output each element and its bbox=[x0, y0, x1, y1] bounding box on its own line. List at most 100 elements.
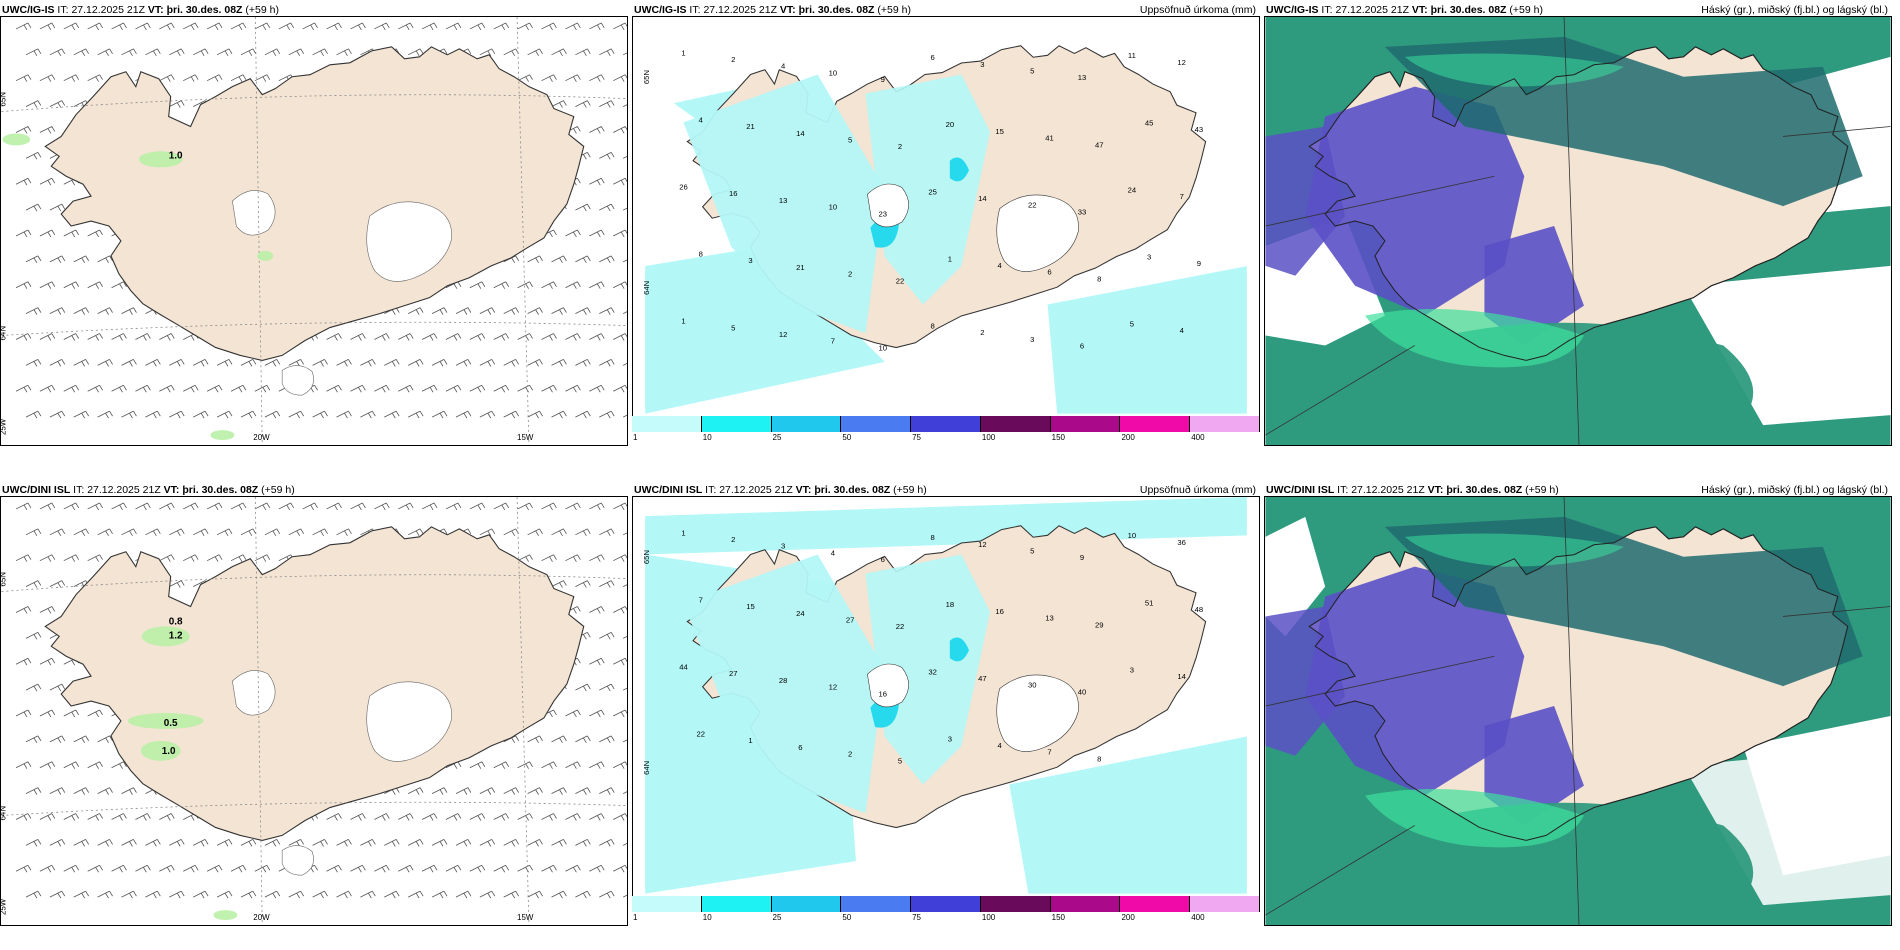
wind-barb bbox=[622, 791, 627, 794]
wind-barb bbox=[469, 502, 486, 511]
precip-value-label: 51 bbox=[1145, 598, 1154, 607]
cloud-map[interactable] bbox=[1264, 496, 1892, 926]
wind-barb bbox=[622, 414, 627, 418]
graticule-line bbox=[1783, 606, 1891, 617]
wind-barb bbox=[15, 813, 32, 821]
graticule-line bbox=[1563, 17, 1580, 445]
wind-barb bbox=[159, 22, 175, 31]
precip-spot bbox=[127, 712, 204, 729]
precip-value-label: 7 bbox=[699, 595, 703, 604]
wind-barb bbox=[589, 281, 605, 289]
wind-barb bbox=[39, 333, 56, 341]
precip-value-label: 2 bbox=[731, 55, 735, 64]
colorbar-segment bbox=[1120, 416, 1191, 432]
cloud-map[interactable] bbox=[1264, 16, 1892, 446]
wind-barb bbox=[87, 281, 103, 289]
wind-barb bbox=[551, 48, 567, 57]
wind-barb bbox=[599, 528, 615, 537]
wind-barb bbox=[565, 554, 581, 562]
wind-barb bbox=[302, 22, 318, 31]
precip-map[interactable]: 1234681259103671524272218161329514844272… bbox=[632, 496, 1260, 910]
wind-barb bbox=[193, 48, 209, 57]
wind-barb bbox=[169, 839, 185, 847]
colorbar-tick-label: 75 bbox=[912, 433, 922, 442]
wind-barb bbox=[73, 735, 90, 744]
precip-map[interactable]: 1241096351311124211452201541474543261613… bbox=[632, 16, 1260, 430]
wind-barb bbox=[455, 307, 472, 315]
wind-barb bbox=[551, 580, 567, 588]
wind-barb bbox=[527, 839, 543, 847]
wind-barb bbox=[326, 864, 342, 873]
wind-barb bbox=[360, 890, 376, 899]
wind-barb bbox=[111, 281, 127, 289]
wind-barb bbox=[183, 384, 199, 393]
wind-barb bbox=[551, 410, 567, 419]
glacier-area bbox=[281, 365, 314, 396]
precip-value-label: 4 bbox=[998, 741, 1003, 750]
precip-value-label: 36 bbox=[1177, 538, 1186, 547]
precip-colorbar: 1 10 25 50 75 100 150 200 400 bbox=[632, 896, 1260, 926]
wind-map[interactable]: 1.2 0.8 0.5 1.0 65N 64N 25W 20W 15W bbox=[0, 496, 628, 926]
wind-barb bbox=[87, 22, 103, 31]
wind-barb bbox=[121, 359, 137, 367]
wind-barb bbox=[288, 890, 305, 899]
wind-barb bbox=[479, 410, 496, 419]
latitude-line bbox=[1, 321, 627, 336]
precip-value-label: 22 bbox=[896, 622, 905, 631]
wind-barb bbox=[541, 22, 557, 31]
mid-cloud-area bbox=[1484, 706, 1584, 826]
wind-barb bbox=[407, 48, 424, 57]
wind-barb bbox=[25, 890, 42, 899]
precip-value-label: 8 bbox=[930, 533, 934, 542]
wind-barb bbox=[39, 384, 56, 393]
colorbar-tick-label: 75 bbox=[912, 913, 922, 922]
wind-barb bbox=[111, 384, 127, 393]
wind-barb bbox=[135, 864, 151, 873]
wind-barb bbox=[622, 259, 627, 263]
wind-barb bbox=[39, 606, 56, 614]
wind-barb bbox=[15, 761, 32, 769]
wind-barb bbox=[589, 554, 605, 562]
wind-barb bbox=[613, 74, 627, 82]
ig-wind-panel: UWC/IG-IS IT: 27.12.2025 21Z VT: þri. 30… bbox=[0, 0, 628, 446]
precip-value-label: 25 bbox=[928, 187, 937, 196]
wind-barb bbox=[206, 502, 223, 511]
wind-map[interactable]: 1.0 65N 64N 25W 20W 15W bbox=[0, 16, 628, 446]
precip-value-label: 24 bbox=[796, 609, 805, 618]
precip-value-label: 4 bbox=[781, 62, 786, 71]
wind-barb bbox=[312, 528, 328, 537]
wind-barb bbox=[111, 813, 127, 821]
wind-barb bbox=[350, 502, 366, 511]
wind-barb bbox=[445, 333, 462, 341]
precip-value-label: 5 bbox=[1030, 547, 1034, 556]
panel-header: UWC/DINI ISL IT: 27.12.2025 21Z VT: þri.… bbox=[634, 484, 927, 496]
wind-barb bbox=[407, 528, 424, 537]
wind-barb bbox=[264, 48, 281, 57]
wind-barb bbox=[25, 203, 42, 212]
wind-barb bbox=[565, 864, 581, 873]
wind-barb bbox=[73, 890, 90, 899]
precip-value-label: 3 bbox=[1030, 335, 1034, 344]
mid-cloud-area bbox=[1265, 126, 1346, 276]
wind-barb bbox=[336, 359, 352, 367]
latitude-line bbox=[1, 574, 627, 592]
wind-barb bbox=[111, 864, 127, 873]
wind-barb bbox=[360, 410, 376, 419]
wind-barb bbox=[216, 528, 233, 537]
precip-value-label: 7 bbox=[1180, 192, 1184, 201]
wind-barb bbox=[206, 22, 223, 31]
colorbar-segment bbox=[1050, 416, 1121, 432]
ig-precip-panel: UWC/IG-IS IT: 27.12.2025 21Z VT: þri. 30… bbox=[632, 0, 1260, 446]
wind-barb bbox=[87, 384, 103, 393]
wind-barb bbox=[421, 502, 438, 511]
precip-area bbox=[683, 554, 885, 814]
wind-barb bbox=[575, 580, 591, 588]
wind-barb bbox=[97, 528, 113, 537]
wind-barb bbox=[479, 359, 496, 367]
panel-subtitle: Uppsöfnuð úrkoma (mm) bbox=[1139, 4, 1256, 16]
precip-value-label: 8 bbox=[699, 250, 703, 259]
wind-barb bbox=[479, 307, 496, 315]
wind-barb bbox=[159, 813, 175, 821]
lon-label: 25W bbox=[0, 898, 7, 915]
wind-barb bbox=[565, 229, 581, 238]
